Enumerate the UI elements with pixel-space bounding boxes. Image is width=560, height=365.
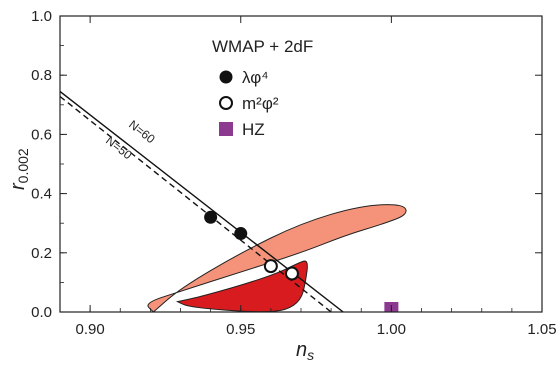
point-m2-phi2 [263, 259, 278, 274]
y-axis-label: r0.002 [7, 148, 31, 190]
y-tick-label: 0.0 [31, 304, 52, 321]
y-tick-label: 0.8 [31, 67, 52, 84]
y-tick-label: 0.4 [31, 186, 52, 203]
axis-ticks: 0.90 0.95 1.00 1.05 0.0 0.2 0.4 0.6 0.8 1.0 [31, 8, 556, 338]
line-n-50 [60, 95, 332, 312]
legend-label-lambda-phi4: λφ⁴ [242, 68, 269, 87]
x-axis-label: ns [296, 339, 314, 363]
point-lambda-phi4 [204, 210, 218, 224]
legend-marker-filled-circle [219, 70, 233, 84]
contour-outer [147, 204, 407, 312]
line-label-n60: N=60 [126, 117, 158, 146]
y-tick-label: 0.2 [31, 245, 52, 262]
legend-label-hz: HZ [242, 120, 265, 139]
x-tick-label: 0.95 [226, 321, 255, 338]
confidence-contours [147, 204, 407, 312]
x-tick-label: 1.05 [527, 321, 556, 338]
y-tick-label: 1.0 [31, 8, 52, 25]
point-lambda-phi4 [234, 227, 248, 241]
point-m2-phi2 [284, 266, 299, 281]
x-tick-label: 1.00 [377, 321, 406, 338]
legend-marker-square [219, 122, 233, 136]
y-tick-label: 0.6 [31, 126, 52, 143]
legend-title: WMAP + 2dF [212, 37, 313, 56]
legend-marker-open-circle [219, 96, 233, 110]
legend-label-m2-phi2: m²φ² [242, 94, 279, 113]
x-tick-label: 0.90 [76, 321, 105, 338]
legend: WMAP + 2dF λφ⁴ m²φ² HZ [212, 37, 313, 139]
